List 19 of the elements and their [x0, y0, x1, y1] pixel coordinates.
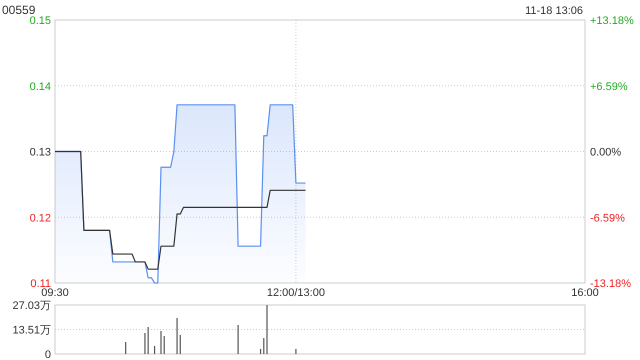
y-tick-label: 27.03万 — [12, 300, 51, 312]
y-tick-label: 0.11 — [30, 278, 51, 290]
y-tick-label: 0.13 — [30, 146, 51, 158]
y2-tick-label: -13.18% — [590, 278, 632, 290]
y2-tick-label: +13.18% — [590, 15, 634, 27]
x-tick-label: 09:30 — [41, 287, 69, 299]
y-tick-label: 13.51万 — [12, 324, 51, 337]
chart-title: 00559 — [2, 3, 36, 17]
line-series — [54, 150, 306, 270]
y-tick-label: 0.14 — [30, 80, 51, 93]
y-tick-label: 0.12 — [30, 212, 51, 224]
x-tick-label: 12:00/13:00 — [266, 287, 325, 299]
y2-tick-label: -6.59% — [590, 212, 626, 224]
y2-tick-label: 0.00% — [590, 146, 622, 158]
y-tick-label: 0.15 — [30, 15, 51, 27]
chart-subtitle: 11-18 13:06 — [525, 5, 583, 17]
y2-tick-label: +6.59% — [590, 80, 628, 93]
y-tick-label: 0 — [44, 349, 51, 360]
x-tick-label: 16:00 — [571, 287, 599, 299]
